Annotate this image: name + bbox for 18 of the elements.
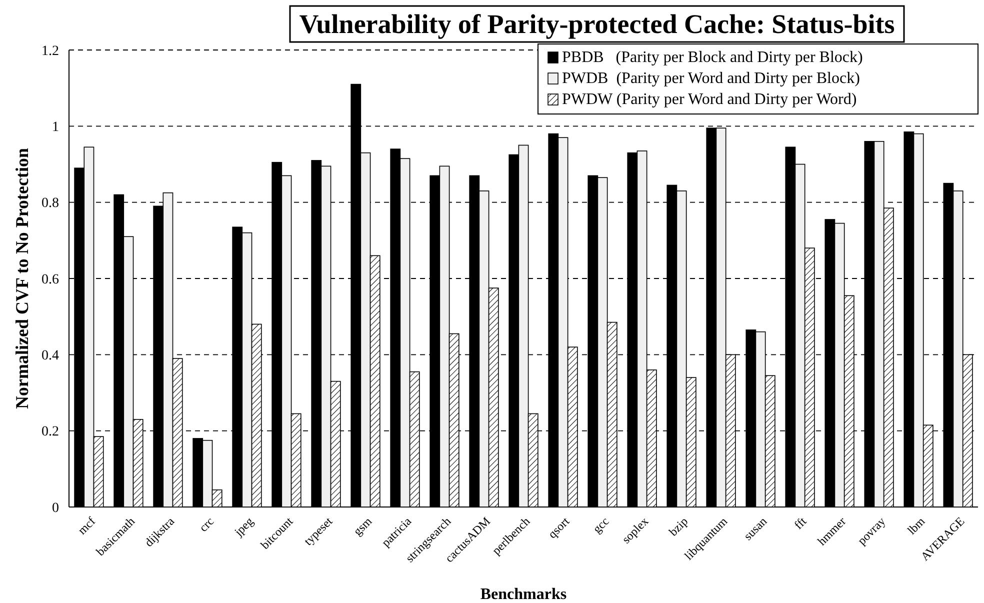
y-tick-label: 1 xyxy=(52,120,59,136)
legend-label: PBDB (Parity per Block and Dirty per Block) xyxy=(562,49,863,66)
x-tick-label: crc xyxy=(196,514,217,534)
legend-label: PWDB (Parity per Word and Dirty per Block) xyxy=(562,70,860,87)
chart-title: Vulnerability of Parity-protected Cache: Status-bits xyxy=(299,9,895,39)
y-tick-label: 0.6 xyxy=(42,272,59,288)
y-tick-label: 0.4 xyxy=(42,348,59,364)
y-tick-label: 0.2 xyxy=(42,424,59,440)
y-tick-label: 0 xyxy=(52,500,59,516)
y-tick-label: 1.2 xyxy=(42,44,59,59)
x-tick-label: gcc xyxy=(590,514,612,536)
y-tick-label: 0.8 xyxy=(42,196,59,212)
legend-label: PWDW (Parity per Word and Dirty per Word) xyxy=(562,91,857,108)
x-axis-title: Benchmarks xyxy=(480,586,567,603)
x-tick-label: gsm xyxy=(350,514,376,538)
x-tick-label: fft xyxy=(791,514,810,532)
x-tick-label: mcf xyxy=(74,514,98,538)
y-axis-title: Normalized CVF to No Protection xyxy=(12,148,32,409)
